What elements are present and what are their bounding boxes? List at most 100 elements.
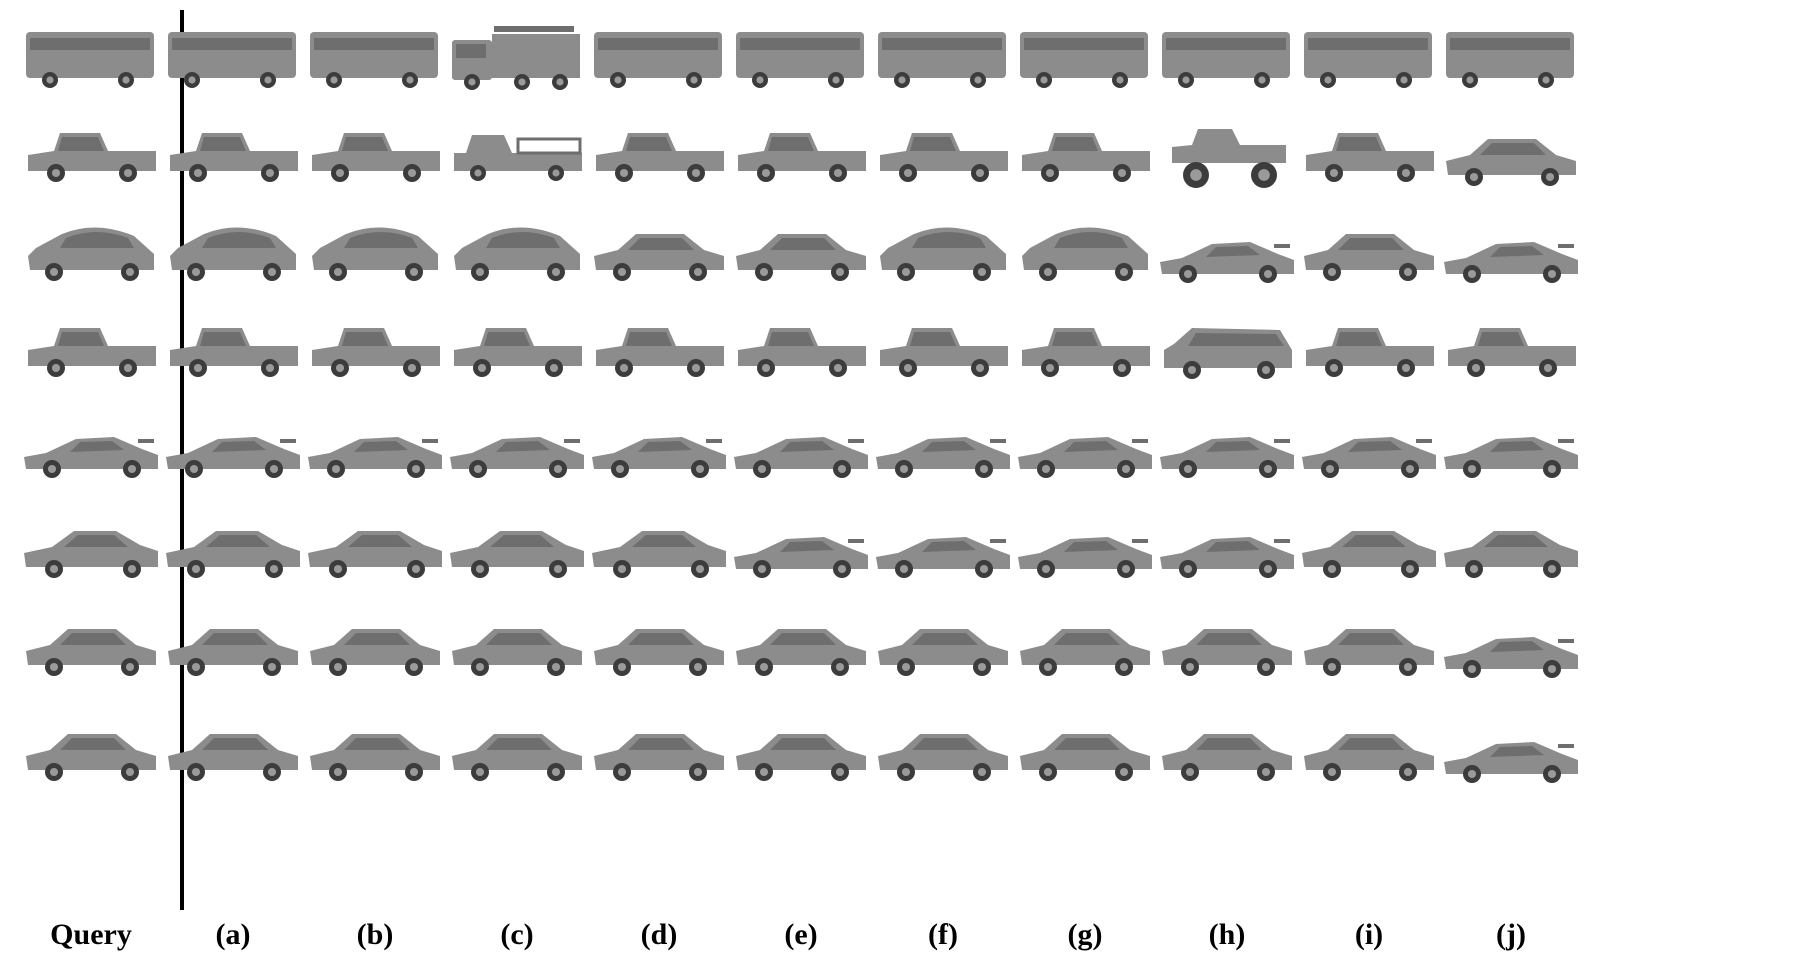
sports-car-render bbox=[1444, 437, 1578, 478]
label-c: (c) bbox=[500, 918, 534, 951]
pickup-render bbox=[28, 133, 156, 182]
sedan-render bbox=[310, 734, 440, 781]
result-vehicle-r8-c5 bbox=[726, 700, 876, 800]
query-vehicle-7 bbox=[16, 595, 166, 695]
result-vehicle-r7-c10 bbox=[1436, 595, 1586, 695]
sedan-render bbox=[594, 629, 724, 676]
hatchback-render bbox=[170, 227, 296, 281]
sedan-render bbox=[168, 734, 298, 781]
result-vehicle-r6-c7 bbox=[1010, 495, 1160, 595]
sports-car-render bbox=[166, 437, 300, 478]
sports-car-render bbox=[1444, 742, 1578, 783]
sedan-render bbox=[1020, 629, 1150, 676]
result-vehicle-r7-c8 bbox=[1152, 595, 1302, 695]
sedan-render bbox=[168, 629, 298, 676]
sports-car-render bbox=[1302, 437, 1436, 478]
result-vehicle-r6-c6 bbox=[868, 495, 1018, 595]
result-vehicle-r2-c8 bbox=[1152, 105, 1302, 205]
hatchback-render bbox=[880, 227, 1006, 281]
sedan-render bbox=[1304, 734, 1434, 781]
sports-car-render bbox=[876, 437, 1010, 478]
result-vehicle-r8-c2 bbox=[300, 700, 450, 800]
sports-car-render bbox=[876, 537, 1010, 578]
result-vehicle-r1-c10 bbox=[1436, 10, 1586, 110]
coupe-render bbox=[166, 531, 300, 578]
sedan-render bbox=[1162, 734, 1292, 781]
result-vehicle-r6-c8 bbox=[1152, 495, 1302, 595]
result-vehicle-r6-c3 bbox=[442, 495, 592, 595]
result-vehicle-r3-c9 bbox=[1294, 200, 1444, 300]
result-vehicle-r7-c9 bbox=[1294, 595, 1444, 695]
label-h: (h) bbox=[1208, 918, 1246, 951]
sports-car-render bbox=[734, 437, 868, 478]
result-vehicle-r5-c6 bbox=[868, 395, 1018, 495]
label-j: (j) bbox=[1496, 918, 1526, 951]
result-vehicle-r6-c1 bbox=[158, 495, 308, 595]
bus-render bbox=[310, 32, 438, 88]
pickup-render bbox=[596, 328, 724, 377]
coupe-render bbox=[308, 531, 442, 578]
result-vehicle-r8-c10 bbox=[1436, 700, 1586, 800]
result-vehicle-r8-c6 bbox=[868, 700, 1018, 800]
result-vehicle-r5-c7 bbox=[1010, 395, 1160, 495]
result-vehicle-r2-c3 bbox=[442, 105, 592, 205]
query-vehicle-8 bbox=[16, 700, 166, 800]
coupe-render bbox=[1302, 531, 1436, 578]
result-vehicle-r8-c8 bbox=[1152, 700, 1302, 800]
bus-render bbox=[1446, 32, 1574, 88]
result-vehicle-r8-c3 bbox=[442, 700, 592, 800]
result-vehicle-r1-c6 bbox=[868, 10, 1018, 110]
sedan-render bbox=[736, 629, 866, 676]
pickup-render bbox=[596, 133, 724, 182]
pickup-render bbox=[170, 328, 298, 377]
result-vehicle-r5-c9 bbox=[1294, 395, 1444, 495]
pickup-render bbox=[1306, 328, 1434, 377]
sedan-render bbox=[878, 734, 1008, 781]
result-vehicle-r6-c9 bbox=[1294, 495, 1444, 595]
result-vehicle-r8-c7 bbox=[1010, 700, 1160, 800]
result-vehicle-r4-c1 bbox=[158, 300, 308, 400]
sedan-render bbox=[594, 234, 724, 281]
sedan-render bbox=[736, 234, 866, 281]
sports-car-render bbox=[450, 437, 584, 478]
result-vehicle-r2-c10 bbox=[1436, 105, 1586, 205]
label-i: (i) bbox=[1354, 918, 1384, 951]
result-vehicle-r5-c3 bbox=[442, 395, 592, 495]
bus-render bbox=[1304, 32, 1432, 88]
sedan-render bbox=[1162, 629, 1292, 676]
sports-car-render bbox=[1018, 537, 1152, 578]
monster-truck-render bbox=[1172, 129, 1286, 188]
result-vehicle-r7-c6 bbox=[868, 595, 1018, 695]
coupe-render bbox=[450, 531, 584, 578]
suv-render bbox=[1164, 328, 1292, 379]
result-vehicle-r3-c1 bbox=[158, 200, 308, 300]
pickup-render bbox=[738, 133, 866, 182]
sedan-render bbox=[878, 629, 1008, 676]
result-vehicle-r8-c9 bbox=[1294, 700, 1444, 800]
result-vehicle-r2-c4 bbox=[584, 105, 734, 205]
result-vehicle-r5-c1 bbox=[158, 395, 308, 495]
bus-render bbox=[168, 32, 296, 88]
result-vehicle-r5-c10 bbox=[1436, 395, 1586, 495]
result-vehicle-r3-c7 bbox=[1010, 200, 1160, 300]
result-vehicle-r5-c8 bbox=[1152, 395, 1302, 495]
result-vehicle-r3-c10 bbox=[1436, 200, 1586, 300]
bus-render bbox=[594, 32, 722, 88]
result-vehicle-r7-c1 bbox=[158, 595, 308, 695]
pickup-render bbox=[1306, 133, 1434, 182]
result-vehicle-r4-c5 bbox=[726, 300, 876, 400]
query-vehicle-6 bbox=[16, 495, 166, 595]
result-vehicle-r4-c8 bbox=[1152, 300, 1302, 400]
pickup-render bbox=[1022, 133, 1150, 182]
result-vehicle-r8-c1 bbox=[158, 700, 308, 800]
result-vehicle-r6-c4 bbox=[584, 495, 734, 595]
pickup-render bbox=[880, 328, 1008, 377]
result-vehicle-r2-c5 bbox=[726, 105, 876, 205]
sedan-render bbox=[452, 734, 582, 781]
label-e: (e) bbox=[784, 918, 818, 951]
result-vehicle-r2-c6 bbox=[868, 105, 1018, 205]
result-vehicle-r8-c4 bbox=[584, 700, 734, 800]
bus-render bbox=[26, 32, 154, 88]
sports-car-render bbox=[1444, 637, 1578, 678]
pickup-render bbox=[454, 328, 582, 377]
